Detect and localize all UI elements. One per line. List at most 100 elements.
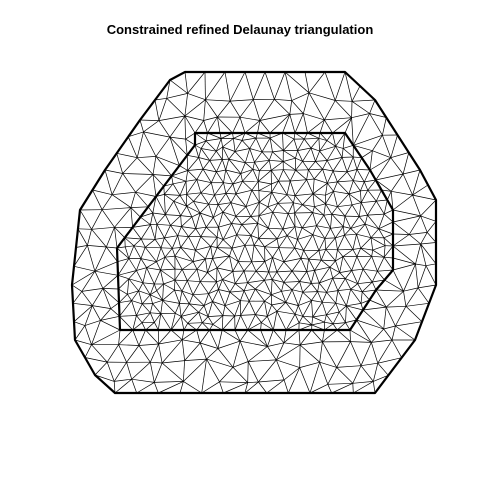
mesh-edge [187,311,199,324]
mesh-edge [271,279,282,292]
mesh-edge [375,289,387,308]
mesh-edge [251,181,259,191]
mesh-edge [200,140,207,149]
mesh-edge [298,316,304,323]
mesh-edge [234,151,246,164]
mesh-edge [302,291,312,301]
mesh-edge [412,194,437,201]
mesh-edge [283,138,295,151]
mesh-edge [294,314,300,323]
mesh-edge [352,383,354,394]
mesh-edge [222,223,232,240]
mesh-edge [408,234,421,245]
mesh-edge [261,322,274,331]
mesh-edge [351,117,354,146]
mesh-edge [286,180,291,195]
mesh-edge [335,226,344,239]
mesh-edge [240,315,249,331]
mesh-edge [327,182,334,192]
mesh-edge [294,179,307,196]
mesh-edge [212,255,230,259]
mesh-edge [128,245,135,259]
mesh-edge [203,293,209,306]
mesh-edge [312,316,325,323]
mesh-edge [426,221,437,233]
mesh-edge [195,226,207,229]
mesh-edge [245,201,260,207]
mesh-edge [268,271,273,280]
mesh-edge [300,250,304,259]
mesh-edge [238,261,245,272]
mesh-edge [336,329,351,342]
mesh-edge [325,203,338,208]
mesh-edge [216,279,223,283]
mesh-edge [131,300,137,316]
mesh-edge [325,248,338,251]
mesh-edge [177,226,182,236]
mesh-edge [212,258,218,269]
mesh-edge [346,305,364,311]
mesh-edge [359,214,368,217]
mesh-edge [194,144,202,149]
mesh-edge [217,329,223,349]
mesh-edge [337,235,345,250]
mesh-edge [322,341,338,368]
mesh-edge [271,169,284,171]
mesh-edge [283,150,296,159]
mesh-edge [289,114,296,134]
mesh-edge [194,132,207,142]
mesh-edge [335,234,345,239]
mesh-edge [255,270,269,273]
mesh-edge [232,183,237,195]
mesh-edge [346,171,354,181]
mesh-edge [309,362,321,394]
mesh-edge [332,157,343,172]
mesh-edge [216,169,226,173]
mesh-edge [94,374,115,382]
mesh-edge [392,209,421,217]
mesh-edge [180,316,188,324]
mesh-edge [205,246,212,260]
mesh-edge [192,281,201,295]
mesh-edge [356,233,372,239]
mesh-edge [122,173,136,193]
mesh-edge [150,224,156,240]
mesh-edge [160,237,165,248]
mesh-edge [361,200,377,204]
mesh-edge [383,199,388,215]
mesh-edge [92,189,113,196]
mesh-edge [337,206,346,217]
mesh-edge [261,137,271,153]
mesh-edge [330,214,333,229]
mesh-edge [196,268,208,273]
mesh-edge [255,314,262,323]
mesh-edge [375,157,392,181]
mesh-edge [415,263,419,288]
mesh-edge [289,180,296,196]
mesh-edge [254,162,260,171]
mesh-edge [300,258,309,260]
mesh-edge [378,228,394,235]
mesh-edge [172,247,181,249]
mesh-edge [294,204,303,214]
mesh-edge [102,288,120,303]
mesh-edge [350,216,360,229]
mesh-edge [181,339,185,361]
mesh-edge [304,137,319,140]
mesh-edge [73,321,86,326]
mesh-edge [302,225,317,229]
mesh-edge [361,291,370,301]
mesh-edge [244,148,251,163]
mesh-edge [100,320,121,331]
mesh-edge [405,287,419,307]
mesh-edge [308,169,315,180]
mesh-edge [131,379,138,394]
mesh-edge [333,170,348,173]
mesh-edge [128,278,139,292]
mesh-edge [257,223,260,239]
mesh-edge [191,212,201,218]
mesh-edge [225,183,234,194]
mesh-edge [264,246,279,249]
mesh-edge [295,313,303,317]
mesh-edge [181,280,188,292]
